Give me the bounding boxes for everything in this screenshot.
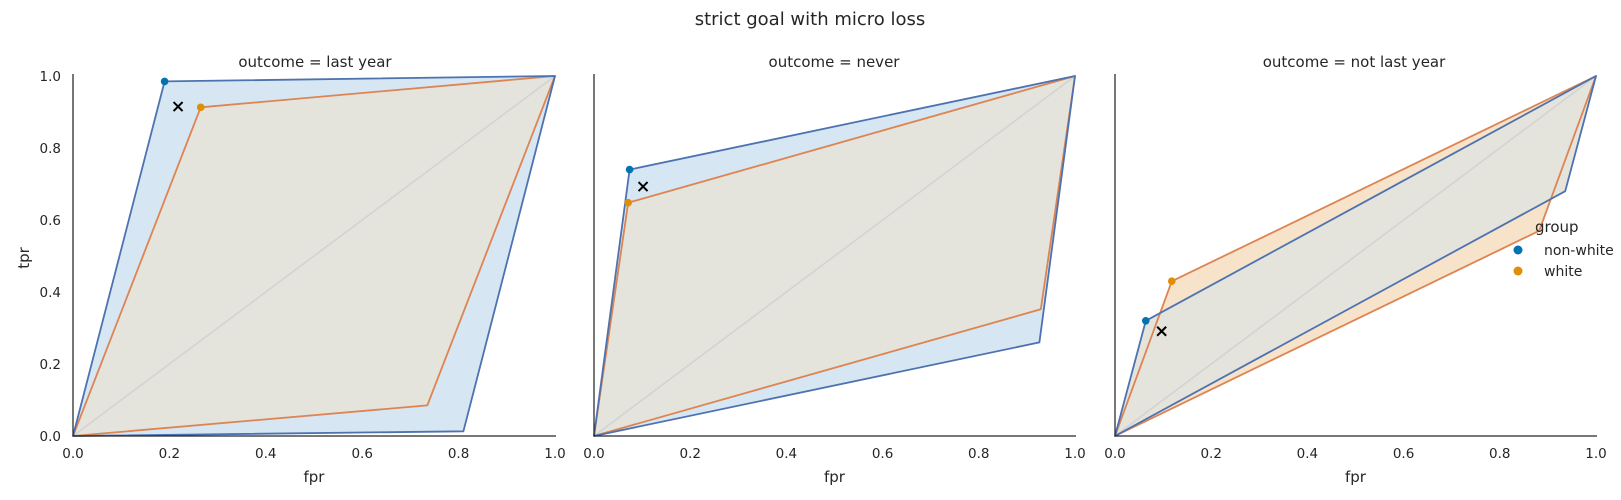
x-tick-label: 0.4 bbox=[1297, 446, 1318, 462]
target-marker-last-year bbox=[172, 101, 184, 112]
hull-line-non-white-last-year bbox=[72, 75, 556, 437]
x-axis-label-last-year: fpr bbox=[304, 468, 326, 486]
x-tick-label: 0.0 bbox=[62, 446, 83, 462]
legend-marker-white bbox=[1513, 266, 1523, 276]
hull-line-non-white-never bbox=[593, 75, 1076, 437]
point-non-white-last-year bbox=[160, 77, 169, 86]
x-axis-label-not-last-year: fpr bbox=[1345, 468, 1367, 486]
point-white-last-year bbox=[196, 103, 205, 112]
x-tick-label: 0.6 bbox=[872, 446, 893, 462]
x-tick-label: 1.0 bbox=[544, 446, 565, 462]
legend-title: group bbox=[1535, 218, 1579, 236]
chance-diagonal-never bbox=[593, 75, 1076, 437]
point-white-never bbox=[624, 198, 632, 207]
x-axis-label-never: fpr bbox=[824, 468, 846, 486]
panel-last-year: outcome = last year 0.0 0.2 0.4 0.6 0.8 1.0 0.… bbox=[40, 53, 566, 486]
panel-title-never: outcome = never bbox=[769, 53, 901, 71]
point-non-white-never bbox=[625, 165, 634, 174]
x-tick-label: 0.2 bbox=[679, 446, 700, 462]
point-non-white-not-last-year bbox=[1141, 317, 1150, 325]
hull-line-non-white-not-last-year bbox=[1114, 75, 1597, 437]
point-white-not-last-year bbox=[1167, 277, 1176, 286]
x-tick-label: 0.2 bbox=[1200, 446, 1221, 462]
y-tick-label: 0.8 bbox=[40, 141, 61, 157]
x-tick-label: 0.8 bbox=[448, 446, 469, 462]
x-tick-label: 0.2 bbox=[159, 446, 180, 462]
y-tick-label: 0.4 bbox=[40, 285, 61, 301]
x-tick-label: 1.0 bbox=[1064, 446, 1085, 462]
chance-diagonal-not-last-year bbox=[1114, 75, 1597, 437]
y-tick-label: 0.0 bbox=[40, 429, 61, 445]
y-tick-label: 0.6 bbox=[40, 213, 61, 229]
panel-not-last-year: outcome = not last year 0.0 0.2 0.4 0.6 0.8 1… bbox=[1104, 53, 1606, 486]
target-marker-never bbox=[637, 181, 649, 192]
panel-never: outcome = never 0.0 0.2 0.4 0.6 0.8 1.0 fpr bbox=[583, 53, 1085, 486]
figure-title: strict goal with micro loss bbox=[695, 9, 926, 30]
legend-label-non-white: non-white bbox=[1544, 243, 1614, 259]
x-tick-label: 0.8 bbox=[968, 446, 989, 462]
y-tick-label: 0.2 bbox=[40, 357, 61, 373]
chance-diagonal-last-year bbox=[72, 75, 556, 437]
target-marker-not-last-year bbox=[1156, 326, 1167, 337]
panel-title-not-last-year: outcome = not last year bbox=[1263, 53, 1446, 71]
x-tick-label: 0.6 bbox=[351, 446, 372, 462]
x-tick-label: 1.0 bbox=[1585, 446, 1606, 462]
legend: group non-white white bbox=[1513, 218, 1614, 280]
x-tick-label: 0.0 bbox=[1104, 446, 1125, 462]
x-tick-label: 0.4 bbox=[776, 446, 797, 462]
y-axis-label: tpr bbox=[15, 246, 33, 268]
x-tick-label: 0.6 bbox=[1393, 446, 1414, 462]
panel-title-last-year: outcome = last year bbox=[238, 53, 392, 71]
legend-marker-non-white bbox=[1513, 245, 1523, 255]
x-tick-label: 0.8 bbox=[1489, 446, 1510, 462]
legend-label-white: white bbox=[1544, 264, 1582, 280]
x-tick-label: 0.0 bbox=[583, 446, 604, 462]
y-tick-label: 1.0 bbox=[40, 69, 61, 85]
x-tick-label: 0.4 bbox=[255, 446, 276, 462]
